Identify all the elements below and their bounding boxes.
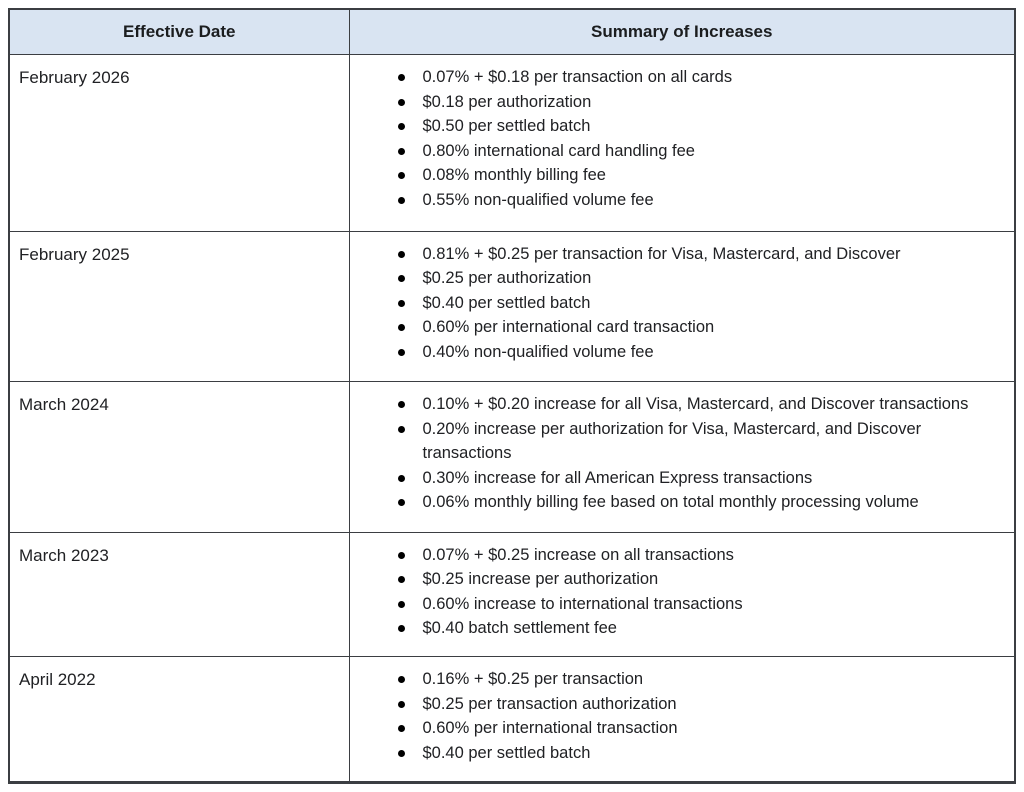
table-row: February 2026 0.07% + $0.18 per transact… <box>8 54 1016 232</box>
summary-item: $0.25 increase per authorization <box>396 567 1001 592</box>
summary-item: 0.06% monthly billing fee based on total… <box>396 490 1001 515</box>
column-header-summary-of-increases: Summary of Increases <box>348 8 1016 55</box>
fee-increase-table: Effective Date Summary of Increases Febr… <box>8 8 1016 784</box>
table-row: February 2025 0.81% + $0.25 per transact… <box>8 230 1016 383</box>
table-header: Effective Date Summary of Increases <box>8 8 1016 55</box>
table-row: March 2024 0.10% + $0.20 increase for al… <box>8 381 1016 533</box>
summary-item: $0.25 per authorization <box>396 266 1001 291</box>
effective-date-cell: March 2023 <box>8 531 350 658</box>
table-row: April 2022 0.16% + $0.25 per transaction… <box>8 656 1016 783</box>
effective-date-cell: April 2022 <box>8 656 350 783</box>
summary-cell: 0.10% + $0.20 increase for all Visa, Mas… <box>348 381 1016 533</box>
summary-list: 0.16% + $0.25 per transaction $0.25 per t… <box>350 667 1001 765</box>
summary-item: 0.40% non-qualified volume fee <box>396 340 1001 365</box>
column-header-effective-date: Effective Date <box>8 8 350 55</box>
summary-item: 0.20% increase per authorization for Vis… <box>396 417 1001 466</box>
summary-item: 0.07% + $0.18 per transaction on all car… <box>396 65 1001 90</box>
summary-item: $0.50 per settled batch <box>396 114 1001 139</box>
summary-list: 0.07% + $0.25 increase on all transactio… <box>350 543 1001 641</box>
summary-item: $0.25 per transaction authorization <box>396 692 1001 717</box>
summary-item: 0.60% per international transaction <box>396 716 1001 741</box>
summary-item: $0.18 per authorization <box>396 90 1001 115</box>
summary-item: 0.60% increase to international transact… <box>396 592 1001 617</box>
summary-item: 0.07% + $0.25 increase on all transactio… <box>396 543 1001 568</box>
summary-item: $0.40 per settled batch <box>396 741 1001 766</box>
summary-item: 0.80% international card handling fee <box>396 139 1001 164</box>
header-row: Effective Date Summary of Increases <box>8 8 1016 55</box>
summary-item: $0.40 batch settlement fee <box>396 616 1001 641</box>
summary-item: 0.30% increase for all American Express … <box>396 466 1001 491</box>
effective-date-cell: March 2024 <box>8 381 350 533</box>
summary-item: 0.08% monthly billing fee <box>396 163 1001 188</box>
summary-item: 0.10% + $0.20 increase for all Visa, Mas… <box>396 392 1001 417</box>
effective-date-cell: February 2026 <box>8 54 350 232</box>
summary-item: 0.81% + $0.25 per transaction for Visa, … <box>396 242 1001 267</box>
summary-item: 0.60% per international card transaction <box>396 315 1001 340</box>
table-body: February 2026 0.07% + $0.18 per transact… <box>8 54 1016 783</box>
summary-list: 0.07% + $0.18 per transaction on all car… <box>350 65 1001 212</box>
summary-cell: 0.81% + $0.25 per transaction for Visa, … <box>348 230 1016 383</box>
summary-cell: 0.07% + $0.18 per transaction on all car… <box>348 54 1016 232</box>
summary-cell: 0.07% + $0.25 increase on all transactio… <box>348 531 1016 658</box>
summary-list: 0.10% + $0.20 increase for all Visa, Mas… <box>350 392 1001 515</box>
summary-item: 0.16% + $0.25 per transaction <box>396 667 1001 692</box>
table-row: March 2023 0.07% + $0.25 increase on all… <box>8 531 1016 658</box>
effective-date-cell: February 2025 <box>8 230 350 383</box>
summary-item: $0.40 per settled batch <box>396 291 1001 316</box>
summary-list: 0.81% + $0.25 per transaction for Visa, … <box>350 242 1001 365</box>
summary-cell: 0.16% + $0.25 per transaction $0.25 per t… <box>348 656 1016 783</box>
summary-item: 0.55% non-qualified volume fee <box>396 188 1001 213</box>
